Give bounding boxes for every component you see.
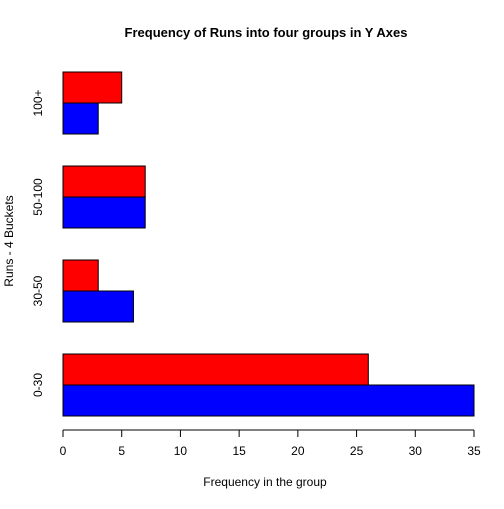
bar-100+-series-0 — [62, 102, 99, 135]
y-tick-label-30-50: 30-50 — [31, 275, 45, 306]
bar-30-50-series-0 — [62, 290, 134, 323]
bar-0-30-series-1 — [62, 353, 369, 386]
bar-100+-series-1 — [62, 71, 123, 104]
x-tick-label-5: 5 — [118, 444, 125, 458]
x-tick-label-20: 20 — [291, 444, 305, 458]
x-tick-label-15: 15 — [232, 444, 246, 458]
x-tick-label-10: 10 — [174, 444, 188, 458]
x-tick-label-30: 30 — [409, 444, 423, 458]
bars-layer — [62, 71, 475, 417]
y-tick-label-100+: 100+ — [31, 89, 45, 116]
y-tick-label-0-30: 0-30 — [31, 373, 45, 397]
y-axis: 0-30 30-50 50-100 100+ — [31, 89, 45, 397]
x-tick-label-35: 35 — [467, 444, 481, 458]
x-tick-label-25: 25 — [350, 444, 364, 458]
bar-30-50-series-1 — [62, 259, 99, 292]
bar-0-30-series-0 — [62, 384, 475, 417]
x-axis: 0 5 10 15 20 25 30 35 — [60, 429, 481, 458]
bar-50-100-series-1 — [62, 165, 146, 198]
x-axis-label: Frequency in the group — [203, 475, 327, 489]
bar-50-100-series-0 — [62, 196, 146, 229]
chart-title: Frequency of Runs into four groups in Y … — [125, 25, 408, 40]
y-axis-label: Runs - 4 Buckets — [2, 195, 16, 286]
y-tick-label-50-100: 50-100 — [31, 178, 45, 216]
x-tick-label-0: 0 — [60, 444, 67, 458]
